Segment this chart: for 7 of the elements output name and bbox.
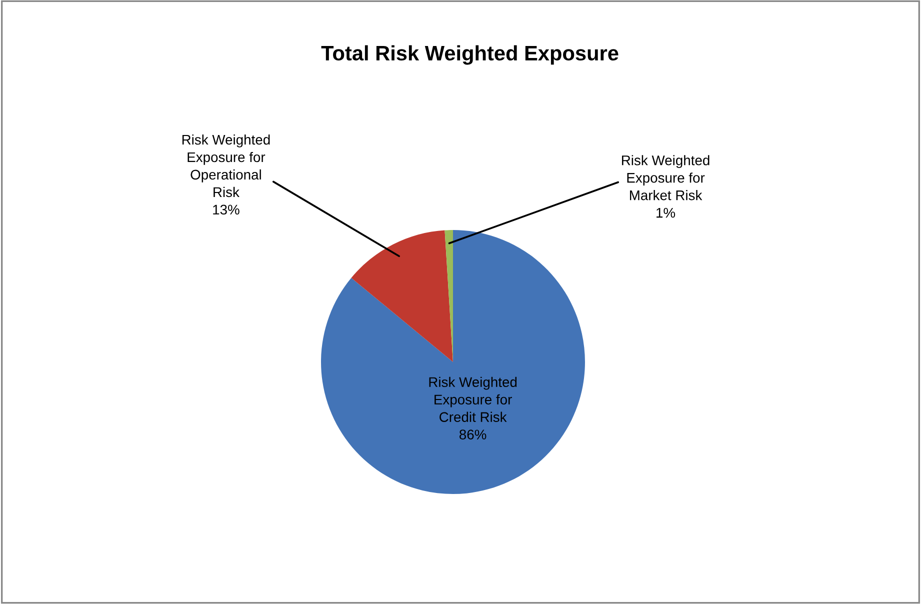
data-label: 1%	[656, 208, 676, 218]
slice-label: Risk Weighted Exposure for Market Risk	[622, 155, 710, 200]
slice-label: Risk Weighted Exposure for Operational Risk	[182, 134, 270, 198]
chart-title: Total Risk Weighted Exposure	[321, 45, 618, 65]
data-label: 86%	[460, 430, 486, 440]
data-label: 13%	[213, 204, 240, 215]
slice-label: Risk Weighted Exposure for Credit Risk	[429, 376, 517, 422]
